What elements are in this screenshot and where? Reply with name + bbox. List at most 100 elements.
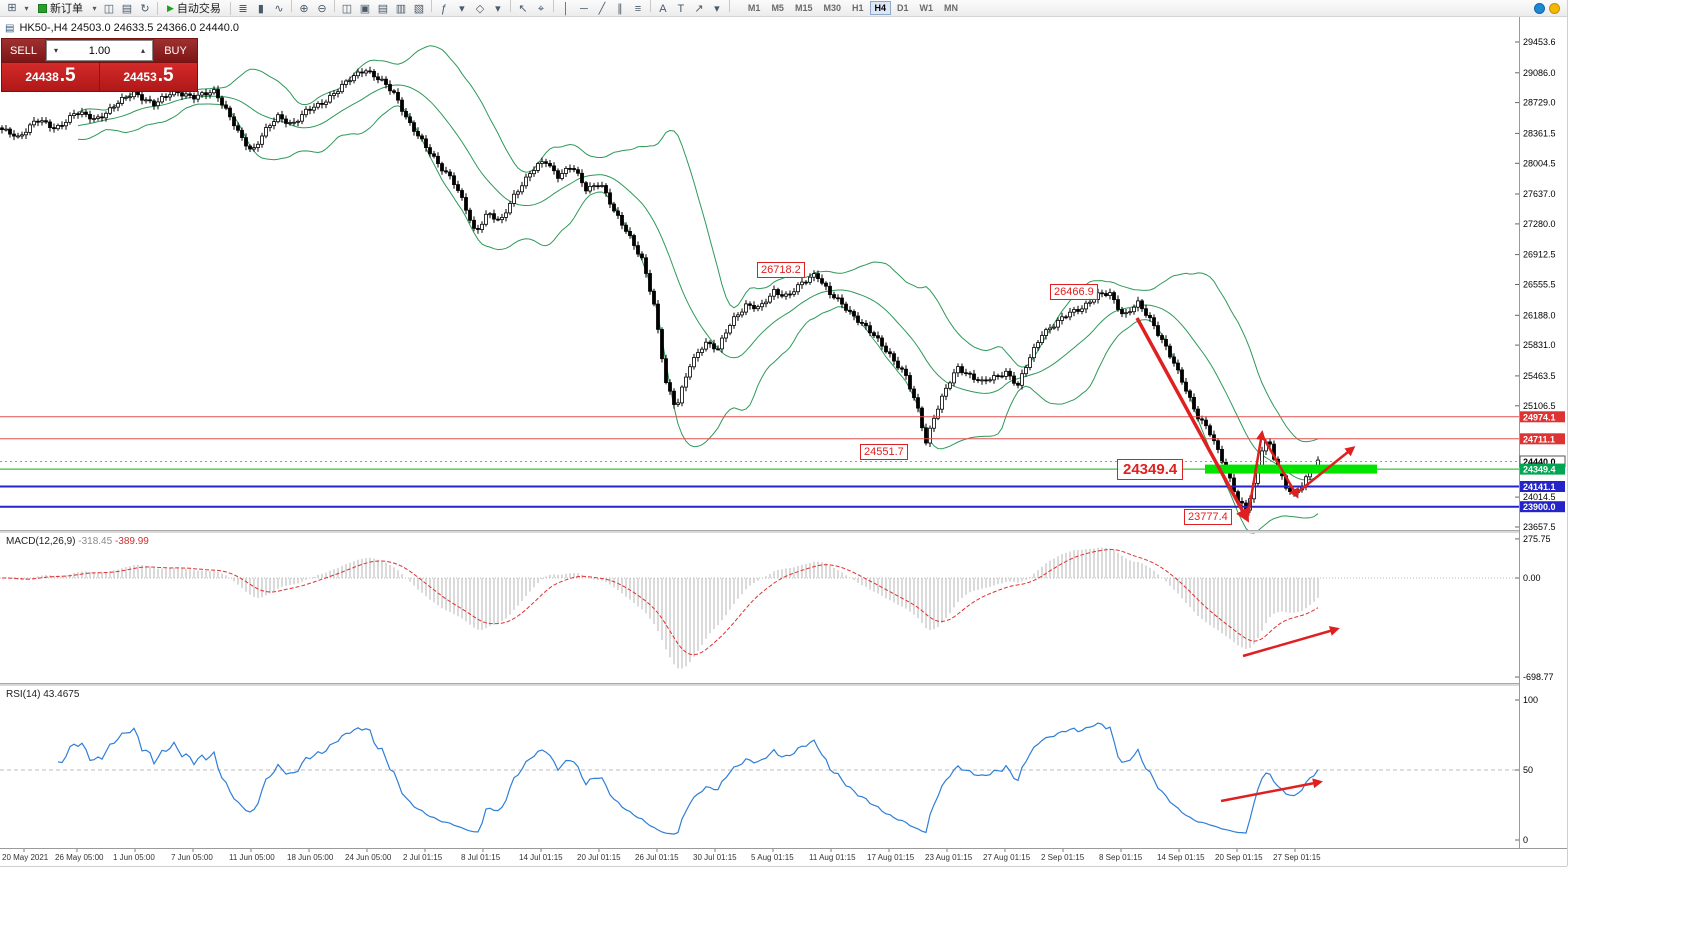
- timeframe-mn[interactable]: MN: [944, 3, 959, 13]
- new-order-icon: [38, 3, 47, 13]
- lot-increase-icon[interactable]: ▴: [140, 46, 145, 55]
- svg-text:24974.1: 24974.1: [1523, 412, 1556, 422]
- strategy-tester-icon[interactable]: ▧: [413, 3, 425, 15]
- svg-text:24440.0: 24440.0: [1523, 457, 1556, 467]
- timeframe-m5[interactable]: M5: [771, 3, 784, 13]
- templates-icon[interactable]: ◇: [475, 3, 485, 15]
- price-annotation[interactable]: 23777.4: [1184, 509, 1232, 525]
- tile-windows-icon[interactable]: ◫: [341, 3, 353, 15]
- svg-text:29453.6: 29453.6: [1523, 37, 1556, 47]
- profiles-icon[interactable]: ▤: [121, 3, 133, 15]
- time-axis[interactable]: 20 May 2021 26 May 05:00 1 Jun 05:00 7 Jun …: [0, 848, 1567, 863]
- svg-text:26 May 05:00: 26 May 05:00: [55, 853, 104, 862]
- price-annotation[interactable]: 24551.7: [860, 444, 908, 460]
- timeframe-toolbar: M1 M5 M15 M30 H1 H4 D1 W1 MN: [743, 1, 963, 15]
- sell-price[interactable]: 24438 .5: [2, 63, 99, 91]
- price-annotation[interactable]: 26718.2: [757, 262, 805, 278]
- svg-text:26555.5: 26555.5: [1523, 280, 1556, 290]
- community-icon[interactable]: [1534, 2, 1545, 14]
- cursor-icon[interactable]: ↖: [518, 3, 528, 15]
- new-chart-icon[interactable]: ⊞: [7, 1, 17, 14]
- data-window-icon[interactable]: ▤: [377, 3, 389, 15]
- price-annotation[interactable]: 26466.9: [1050, 284, 1098, 300]
- svg-text:26 Jul 01:15: 26 Jul 01:15: [635, 853, 679, 862]
- svg-text:28361.5: 28361.5: [1523, 128, 1556, 138]
- lot-decrease-icon[interactable]: ▾: [53, 46, 58, 55]
- candlestick-chart-icon[interactable]: ▮: [257, 3, 264, 15]
- navigator-icon[interactable]: ▥: [395, 3, 407, 15]
- svg-text:-698.77: -698.77: [1523, 672, 1554, 682]
- window-chrome: [0, 0, 1568, 867]
- buy-button[interactable]: BUY: [154, 39, 197, 62]
- timeframe-h4[interactable]: H4: [869, 1, 892, 15]
- text-label-icon[interactable]: T: [677, 3, 685, 15]
- autotrade-label: 自动交易: [176, 3, 221, 15]
- timeframe-m15[interactable]: M15: [794, 3, 813, 13]
- text-icon[interactable]: A: [659, 3, 667, 15]
- sell-button[interactable]: SELL: [2, 39, 45, 62]
- buy-price-frac: .5: [157, 65, 174, 86]
- bar-chart-icon[interactable]: ≣: [238, 3, 248, 15]
- charts-window-icon[interactable]: ◫: [103, 3, 115, 15]
- macd-panel: [0, 547, 1519, 669]
- drawn-arrows[interactable]: [1135, 317, 1356, 803]
- fibonacci-icon[interactable]: ≡: [634, 3, 642, 15]
- candles: [0, 66, 1320, 514]
- svg-text:18 Jun 05:00: 18 Jun 05:00: [287, 853, 334, 862]
- price-scale[interactable]: 29453.6 29086.0 28729.0 28361.5 28004.5 27637…: [1515, 17, 1567, 848]
- chart-tools-group: ≣ ▮ ∿ ⊕ ⊖ ◫ ▣ ▤ ▥ ▧ ƒ ▾ ◇ ▾ ↖ ⌖ │ ─ ╱ ∥ ≡ A T ↗ ▾: [234, 0, 733, 17]
- arrows-dropdown-icon[interactable]: ▾: [714, 3, 720, 15]
- autotrade-button[interactable]: ▶ 自动交易: [161, 1, 227, 16]
- macd-indicator-label: MACD(12,26,9) -318.45 -389.99: [6, 536, 149, 547]
- buy-price[interactable]: 24453 .5: [100, 63, 197, 91]
- svg-text:23 Aug 01:15: 23 Aug 01:15: [925, 853, 973, 862]
- zoom-in-icon[interactable]: ⊕: [299, 3, 309, 15]
- svg-text:24141.1: 24141.1: [1523, 482, 1556, 492]
- zoom-out-icon[interactable]: ⊖: [317, 3, 327, 15]
- new-order-button[interactable]: 新订单: [32, 1, 89, 16]
- line-chart-icon[interactable]: ∿: [274, 3, 284, 15]
- horizontal-line-icon[interactable]: ─: [580, 3, 588, 15]
- indicators-dropdown-icon[interactable]: ▾: [459, 3, 465, 15]
- notifications-icon[interactable]: [1549, 2, 1560, 14]
- templates-dropdown-icon[interactable]: ▾: [495, 3, 501, 15]
- crosshair-icon[interactable]: ⌖: [537, 3, 545, 15]
- svg-text:275.75: 275.75: [1523, 534, 1551, 544]
- timeframe-h1[interactable]: H1: [851, 3, 864, 13]
- timeframe-m1[interactable]: M1: [747, 3, 761, 13]
- toolbar-separator: [229, 1, 231, 15]
- refresh-icon[interactable]: ↻: [140, 3, 150, 15]
- svg-text:28004.5: 28004.5: [1523, 158, 1556, 168]
- svg-text:23900.0: 23900.0: [1523, 502, 1556, 512]
- chart-context-icon[interactable]: ▤: [5, 22, 15, 34]
- svg-text:24711.1: 24711.1: [1523, 434, 1555, 444]
- svg-text:8 Sep 01:15: 8 Sep 01:15: [1099, 853, 1143, 862]
- svg-text:0: 0: [1523, 835, 1528, 845]
- toolbar-separator: [333, 0, 335, 12]
- timeframe-w1[interactable]: W1: [919, 3, 934, 13]
- timeframe-d1[interactable]: D1: [897, 3, 909, 13]
- svg-text:8 Jul 01:15: 8 Jul 01:15: [461, 853, 501, 862]
- cascade-windows-icon[interactable]: ▣: [359, 3, 371, 15]
- toolbar-separator: [728, 0, 730, 12]
- vertical-line-icon[interactable]: │: [562, 3, 570, 15]
- svg-text:23657.5: 23657.5: [1523, 522, 1556, 532]
- svg-text:0.00: 0.00: [1523, 573, 1541, 583]
- lot-size-spinner[interactable]: ▾ 1.00 ▴: [46, 40, 153, 61]
- svg-text:25463.5: 25463.5: [1523, 371, 1556, 381]
- lot-value[interactable]: 1.00: [88, 44, 111, 57]
- equidistant-channel-icon[interactable]: ∥: [617, 3, 623, 15]
- indicators-icon[interactable]: ƒ: [440, 3, 447, 15]
- price-levels[interactable]: [0, 416, 1519, 508]
- new-chart-dropdown-icon[interactable]: ▾: [24, 3, 29, 13]
- timeframe-m30[interactable]: M30: [823, 3, 841, 13]
- rsi-panel: [0, 722, 1519, 835]
- arrows-tool-icon[interactable]: ↗: [694, 3, 704, 15]
- order-dropdown-icon[interactable]: ▾: [92, 3, 97, 13]
- main-toolbar: ⊞ ▾ 新订单 ▾ ◫ ▤ ↻ ▶ 自动交易 ≣ ▮ ∿ ⊕ ⊖ ◫ ▣ ▤ ▥ ▧ ƒ ▾ ◇ ▾ ↖ ⌖ │ ─ ╱…: [0, 0, 1567, 17]
- price-annotation[interactable]: 24349.4: [1117, 459, 1184, 480]
- svg-text:2 Jul 01:15: 2 Jul 01:15: [403, 853, 443, 862]
- trendline-icon[interactable]: ╱: [598, 3, 606, 15]
- svg-text:26188.0: 26188.0: [1523, 310, 1556, 320]
